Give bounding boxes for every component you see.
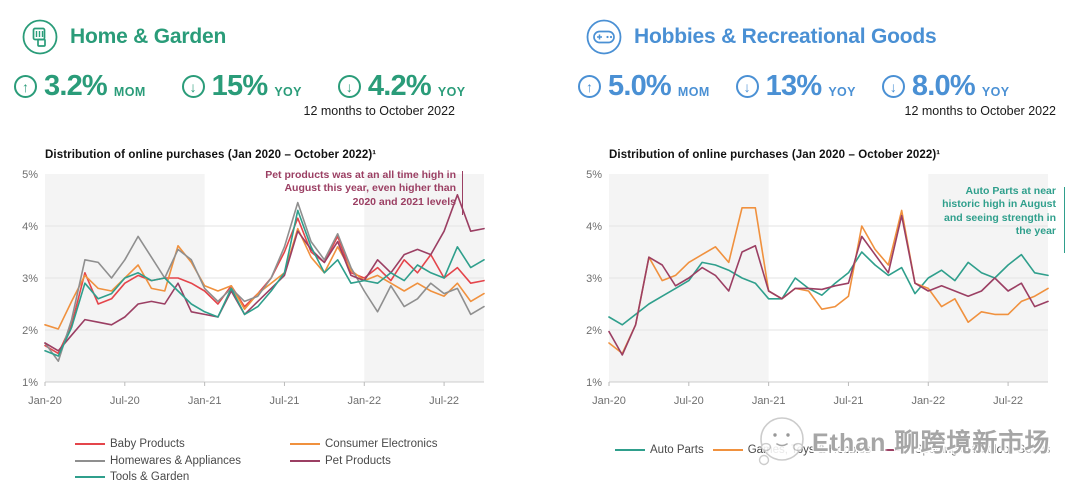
- svg-text:1%: 1%: [586, 377, 602, 389]
- stat-unit: MOM: [677, 85, 710, 99]
- home-garden-header: Home & Garden: [14, 18, 540, 56]
- stat-unit: YOY: [981, 85, 1010, 99]
- svg-text:3%: 3%: [586, 273, 602, 285]
- stat-value: 3.2%: [44, 70, 108, 102]
- stat-unit: YOY: [274, 85, 302, 99]
- garden-tool-icon: [22, 19, 58, 55]
- stat-unit: YOY: [828, 85, 856, 99]
- auto-parts-line-swatch: [615, 449, 645, 451]
- chart-title: Distribution of online purchases (Jan 20…: [45, 149, 377, 161]
- svg-text:Jul-20: Jul-20: [674, 395, 704, 407]
- sporting-goods-line-swatch: [879, 449, 910, 451]
- legend-label: Sporting & Outdoor Goods: [914, 444, 1051, 456]
- stat-yoy-1: ↓ 15% YOY: [181, 70, 302, 103]
- stat-unit: YOY: [437, 85, 466, 99]
- chart-title: Distribution of online purchases (Jan 20…: [609, 149, 941, 161]
- stat-value: 5.0%: [608, 70, 672, 102]
- arrow-up-circle-icon: ↑: [14, 75, 37, 98]
- legend-item: Homewares & Appliances: [75, 455, 290, 467]
- svg-text:Jan-22: Jan-22: [911, 395, 945, 407]
- hobbies-panel: Hobbies & Recreational Goods ↑ 5.0% MOM …: [578, 0, 1080, 466]
- annotation-pointer-line: [461, 171, 463, 215]
- games-toys-line-swatch: [712, 449, 743, 451]
- svg-text:Jan-20: Jan-20: [592, 395, 626, 407]
- stat-value: 4.2%: [367, 70, 432, 102]
- hobbies-chart: 1% 2% 3% 4% 5% Jan-20 Jul-20 Jan-21 Jul-21 Jan-22…: [586, 169, 1049, 407]
- hobbies-header: Hobbies & Recreational Goods: [578, 18, 1080, 56]
- arrow-down-circle-icon: ↓: [881, 75, 905, 98]
- legend-label: Auto Parts: [650, 444, 704, 456]
- stat-unit: MOM: [113, 85, 146, 99]
- arrow-down-circle-icon: ↓: [735, 75, 759, 98]
- svg-text:1%: 1%: [22, 377, 38, 389]
- stat-value: 13%: [765, 70, 822, 102]
- home-garden-legend: Baby Products Consumer Electronics Homew…: [75, 438, 540, 483]
- home-garden-chart-block: Distribution of online purchases (Jan 20…: [14, 149, 540, 414]
- wechat-sticker-icon: [758, 417, 804, 466]
- stat-yoy-2: ↓ 8.0% YOY: [881, 70, 1010, 103]
- stat-value: 8.0%: [911, 70, 976, 102]
- legend-item: Games, Toys & Hobbies: [712, 444, 871, 456]
- legend-item: Consumer Electronics: [290, 438, 540, 450]
- watermark: Ethan 聊跨境新市场: [752, 414, 1050, 468]
- svg-text:Jan-21: Jan-21: [752, 395, 786, 407]
- legend-item: Sporting & Outdoor Goods: [879, 444, 1051, 456]
- pet-products-line-swatch: [290, 459, 320, 462]
- homewares-line-swatch: [75, 459, 105, 462]
- legend-label: Pet Products: [325, 454, 391, 467]
- legend-item: Auto Parts: [615, 444, 704, 456]
- stat-value: 15%: [211, 70, 268, 102]
- svg-text:2%: 2%: [586, 325, 602, 337]
- legend-label: Games, Toys & Hobbies: [747, 444, 871, 456]
- legend-item: Baby Products: [75, 438, 290, 450]
- svg-text:Jul-21: Jul-21: [833, 395, 863, 407]
- arrow-down-circle-icon: ↓: [181, 75, 205, 98]
- svg-text:3%: 3%: [22, 273, 38, 285]
- stat-mom: ↑ 5.0% MOM: [578, 70, 710, 103]
- legend-item: Tools & Garden: [75, 471, 290, 483]
- stat-mom: ↑ 3.2% MOM: [14, 70, 146, 103]
- legend-label: Tools & Garden: [110, 471, 190, 483]
- pet-products-annotation: Pet products was at an all time high in …: [265, 169, 456, 208]
- svg-text:Jan-20: Jan-20: [28, 395, 62, 407]
- home-garden-panel: Home & Garden ↑ 3.2% MOM ↓ 15% YOY ↓ 4.2…: [14, 0, 540, 483]
- auto-parts-annotation: Auto Parts at near historic high in Augu…: [942, 185, 1056, 238]
- arrow-up-circle-icon: ↑: [578, 75, 601, 98]
- home-garden-stats: ↑ 3.2% MOM ↓ 15% YOY ↓ 4.2% YOY: [14, 70, 540, 103]
- baby-products-line-swatch: [75, 443, 105, 445]
- annotation-pointer-line: [1063, 187, 1065, 253]
- svg-text:Jul-21: Jul-21: [269, 395, 299, 407]
- stat-yoy-1: ↓ 13% YOY: [735, 70, 856, 103]
- game-controller-icon: [586, 19, 622, 55]
- svg-text:5%: 5%: [22, 169, 38, 181]
- svg-text:2%: 2%: [22, 325, 38, 337]
- svg-text:4%: 4%: [586, 221, 602, 233]
- page-title: Home & Garden: [70, 25, 227, 48]
- svg-text:Jan-22: Jan-22: [347, 395, 381, 407]
- legend-item: Pet Products: [290, 455, 540, 467]
- svg-text:Jul-22: Jul-22: [993, 395, 1023, 407]
- svg-text:Jan-21: Jan-21: [188, 395, 222, 407]
- hobbies-chart-block: Distribution of online purchases (Jan 20…: [578, 149, 1080, 414]
- stat-yoy-2: ↓ 4.2% YOY: [337, 70, 466, 103]
- period-note: 12 months to October 2022: [904, 104, 1056, 118]
- consumer-electronics-line-swatch: [290, 443, 320, 445]
- svg-text:5%: 5%: [586, 169, 602, 181]
- hobbies-legend: Auto Parts Games, Toys & Hobbies Sportin…: [615, 444, 1080, 456]
- tools-garden-line-swatch: [75, 476, 105, 478]
- legend-label: Baby Products: [110, 438, 185, 450]
- arrow-down-circle-icon: ↓: [337, 75, 361, 98]
- svg-text:Jul-20: Jul-20: [110, 395, 140, 407]
- svg-text:Jul-22: Jul-22: [429, 395, 459, 407]
- period-note: 12 months to October 2022: [303, 104, 455, 118]
- home-garden-chart: 1% 2% 3% 4% 5% Jan-20 Jul-20 Jan-21 Jul-21 Jan-22…: [22, 169, 485, 407]
- legend-label: Consumer Electronics: [325, 438, 438, 450]
- svg-text:4%: 4%: [22, 221, 38, 233]
- legend-label: Homewares & Appliances: [110, 454, 242, 467]
- hobbies-stats: ↑ 5.0% MOM ↓ 13% YOY ↓ 8.0% YOY: [578, 70, 1080, 103]
- page-title: Hobbies & Recreational Goods: [634, 25, 937, 48]
